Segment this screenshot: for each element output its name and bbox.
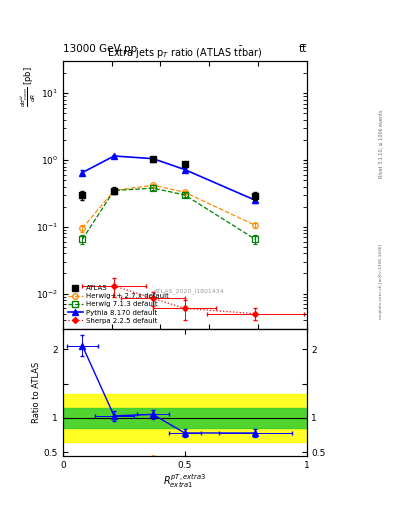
X-axis label: $R^{pT,extra3}_{extra1}$: $R^{pT,extra3}_{extra1}$ [163, 472, 206, 490]
Text: ATLAS_2020_I1801434: ATLAS_2020_I1801434 [154, 288, 225, 294]
Legend: ATLAS, Herwig++ 2.7.x default, Herwig 7.1.3 default, Pythia 8.170 default, Sherp: ATLAS, Herwig++ 2.7.x default, Herwig 7.… [66, 284, 170, 325]
Text: mcplots.cern.ch [arXiv:1306.3436]: mcplots.cern.ch [arXiv:1306.3436] [379, 244, 383, 319]
Y-axis label: Ratio to ATLAS: Ratio to ATLAS [32, 361, 41, 423]
Bar [63, 394, 307, 442]
Bar [63, 408, 307, 428]
Text: tt̅: tt̅ [298, 44, 307, 54]
Text: 13000 GeV pp: 13000 GeV pp [63, 44, 137, 54]
Text: $\frac{d\sigma^{id}_{norm}}{dR}$ [pb]: $\frac{d\sigma^{id}_{norm}}{dR}$ [pb] [19, 67, 39, 108]
Title: Extra jets p$_T$ ratio (ATLAS t$\bar{t}$bar): Extra jets p$_T$ ratio (ATLAS t$\bar{t}$… [107, 45, 263, 61]
Text: Rivet 3.1.10, ≥ 100k events: Rivet 3.1.10, ≥ 100k events [379, 109, 384, 178]
